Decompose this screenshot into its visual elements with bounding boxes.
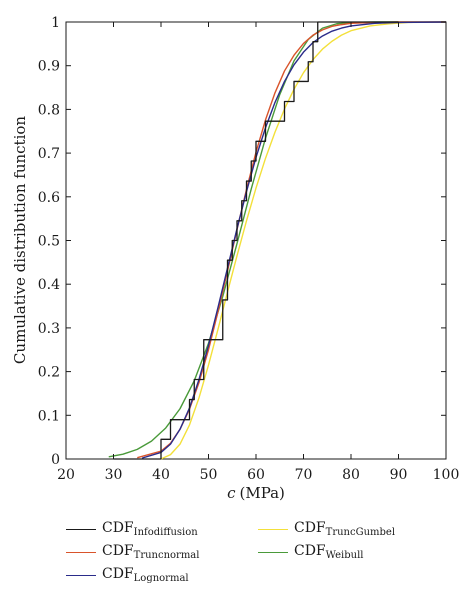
y-tick-label: 0.7: [38, 146, 60, 162]
y-tick-label: 1: [51, 15, 60, 31]
y-tick-label: 0.8: [38, 102, 60, 118]
y-tick-label: 0.3: [38, 321, 60, 337]
x-tick-label: 100: [433, 467, 460, 483]
legend-swatch: [66, 552, 96, 553]
x-tick-label: 30: [105, 467, 123, 483]
legend-label-main: CDF: [294, 520, 326, 536]
legend-label-main: CDF: [294, 543, 326, 559]
legend-swatch: [66, 575, 96, 576]
series-line-truncgumbel: [160, 21, 447, 460]
x-tick-label: 80: [342, 467, 360, 483]
legend-swatch: [258, 552, 288, 553]
series-line-weibull: [108, 21, 446, 458]
x-tick-label: 70: [295, 467, 313, 483]
y-axis-label: Cumulative distribution function: [11, 116, 29, 364]
x-tick-label: 40: [152, 467, 170, 483]
x-tick-label: 90: [390, 467, 408, 483]
legend-label: CDFTruncGumbel: [294, 520, 395, 538]
legend-swatch: [258, 529, 288, 530]
legend-label-sub: Infodiffusion: [133, 527, 198, 538]
x-tick-label: 50: [200, 467, 218, 483]
x-axis-unit: (MPa): [239, 484, 284, 502]
legend-label-main: CDF: [102, 520, 134, 536]
y-tick-label: 0.2: [38, 365, 60, 381]
y-tick-label: 0.4: [38, 277, 60, 293]
legend-label-main: CDF: [102, 566, 134, 582]
legend-label: CDFTruncnormal: [102, 543, 199, 561]
legend-label-main: CDF: [102, 543, 134, 559]
x-tick-label: 60: [247, 467, 265, 483]
series-line-infodiffusion: [113, 21, 399, 460]
legend-label-sub: Truncnormal: [133, 550, 200, 561]
legend-label-sub: TruncGumbel: [325, 527, 396, 538]
legend-label: CDFWeibull: [294, 543, 363, 561]
plot-frame: [65, 21, 447, 460]
legend-label: CDFLognormal: [102, 566, 189, 584]
y-tick-label: 0.6: [38, 190, 60, 206]
series-layer: [108, 21, 447, 460]
legend-label: CDFInfodiffusion: [102, 520, 198, 538]
y-tick-label: 0: [51, 452, 60, 468]
x-axis-label: c (MPa): [227, 484, 285, 502]
y-tick-label: 0.1: [38, 408, 60, 424]
legend-swatch: [66, 529, 96, 530]
y-tick-label: 0.5: [38, 234, 60, 250]
x-tick-label: 20: [57, 467, 75, 483]
series-line-truncnormal: [137, 21, 446, 459]
x-axis-variable: c: [227, 484, 236, 502]
y-tick-label: 0.9: [38, 59, 60, 75]
ticks-layer: 20 30 40 50 60 70 80 90 100 0 0.1 0.2 0.3 0.4 0.5 0.6 0.…: [38, 15, 460, 483]
legend-label-sub: Lognormal: [133, 573, 189, 584]
legend-label-sub: Weibull: [325, 550, 364, 561]
